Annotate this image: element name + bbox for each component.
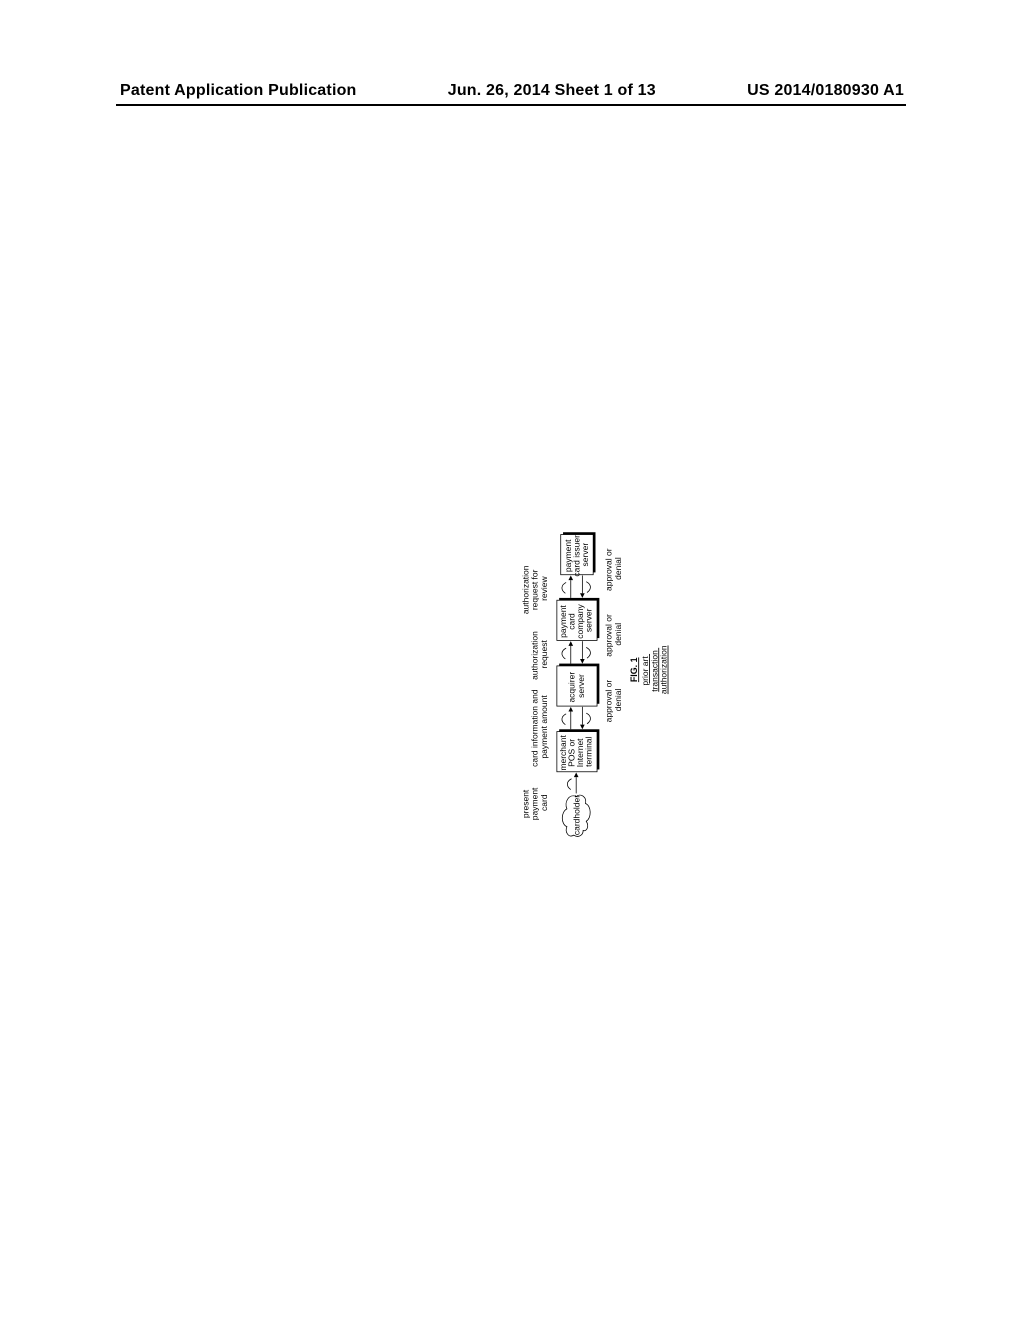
- curve-icon: [586, 582, 590, 593]
- page-header: Patent Application Publication Jun. 26, …: [0, 82, 1024, 100]
- label-approval1: approval or denial: [604, 677, 623, 722]
- node-pcc: payment card company server: [557, 598, 600, 641]
- node-acquirer: acquirer server: [557, 664, 600, 707]
- arrow-approval1: [580, 707, 585, 729]
- arrow-auth-req: [568, 641, 573, 663]
- label-approval3: approval or denial: [604, 546, 623, 591]
- node-merchant: merchant POS or Internet terminal: [557, 729, 600, 772]
- header-left: Patent Application Publication: [120, 82, 357, 100]
- svg-text:acquirer server: acquirer server: [567, 669, 586, 702]
- label-cardinfo: card information and payment amount: [530, 687, 549, 767]
- label-auth-req-review: authorization request for review: [520, 563, 549, 614]
- flowchart-svg: cardholder merchant POS or Internet term…: [147, 499, 1024, 839]
- curve-icon: [586, 647, 590, 658]
- header-center: Jun. 26, 2014 Sheet 1 of 13: [448, 82, 656, 100]
- header-rule: [116, 104, 906, 106]
- curve-icon: [562, 582, 566, 593]
- figure-caption: prior art transaction authorization: [640, 645, 669, 694]
- arrow-approval2: [580, 641, 585, 663]
- curve-icon: [586, 713, 590, 724]
- figure-label: FIG. 1: [629, 657, 639, 682]
- arrow-present: [574, 773, 579, 794]
- arrow-auth-req-review: [568, 576, 573, 598]
- label-auth-req: authorization request: [530, 629, 549, 680]
- flowchart: cardholder merchant POS or Internet term…: [147, 499, 1024, 839]
- curve-icon: [562, 714, 566, 725]
- curve-icon: [567, 779, 571, 790]
- label-present: present payment card: [520, 785, 549, 820]
- cardholder-label: cardholder: [571, 795, 581, 835]
- node-issuer: payment card issuer server: [561, 532, 596, 576]
- svg-text:merchant POS or In: merchant POS or Internet terminal: [558, 733, 594, 771]
- label-approval2: approval or denial: [604, 612, 623, 657]
- header-right: US 2014/0180930 A1: [747, 82, 904, 100]
- arrow-approval3: [580, 576, 585, 598]
- arrow-cardinfo: [568, 707, 573, 729]
- curve-icon: [562, 648, 566, 659]
- node-cardholder: cardholder: [562, 795, 590, 837]
